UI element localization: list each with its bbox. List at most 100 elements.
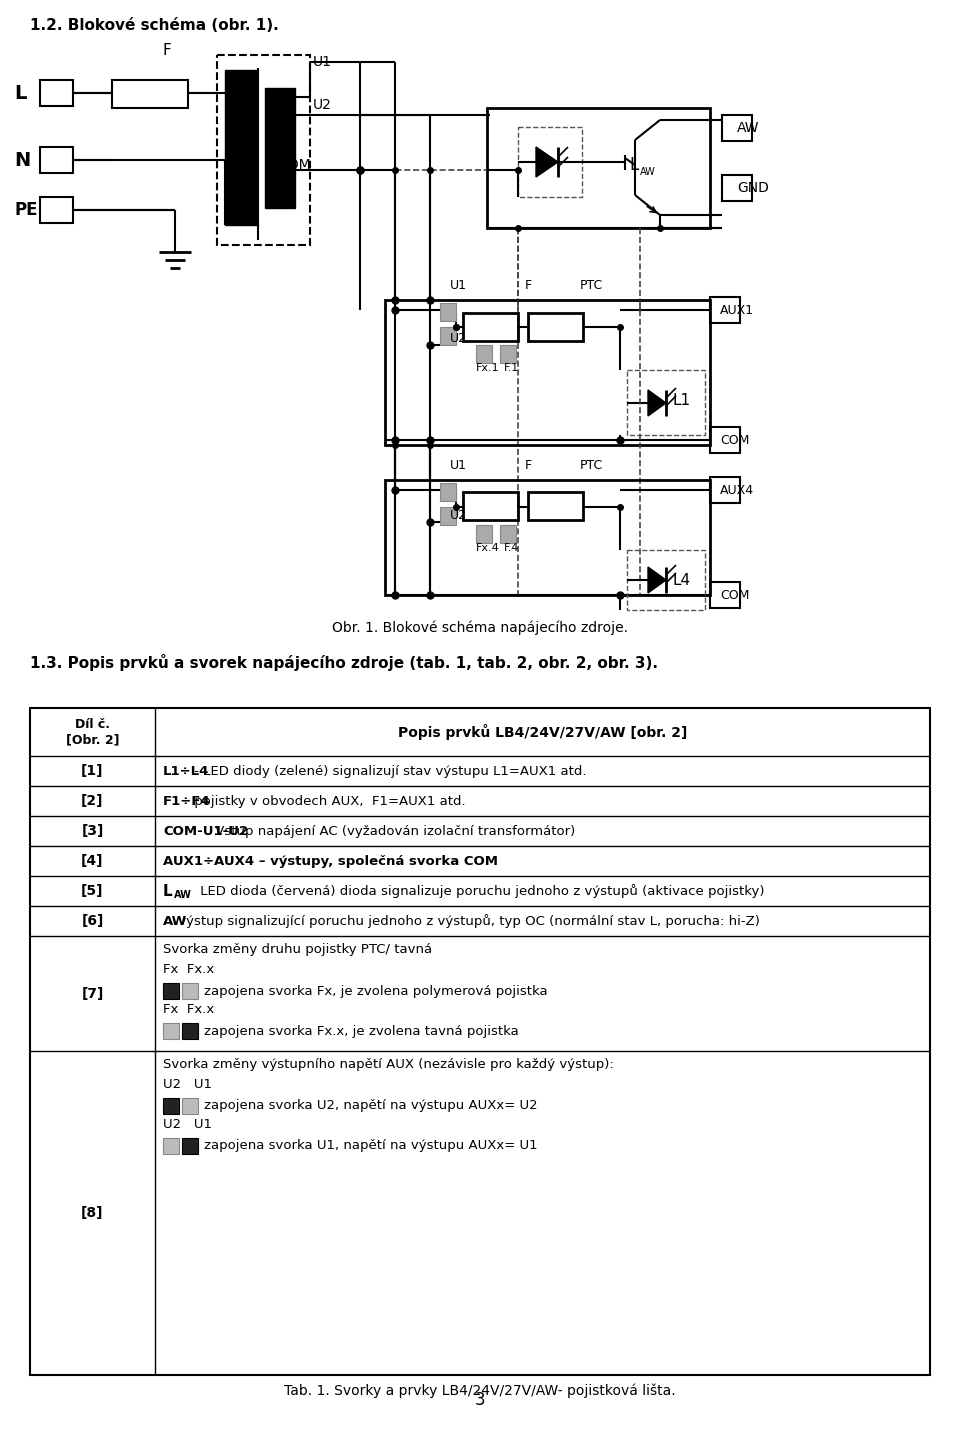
Polygon shape [648, 390, 666, 416]
Bar [463, 313, 518, 342]
Text: 3: 3 [474, 1390, 486, 1409]
Text: PTC: PTC [580, 459, 603, 472]
Bar [627, 370, 705, 434]
Text: Vstup napájení AC (vyžadován izolační transformátor): Vstup napájení AC (vyžadován izolační tr… [210, 825, 575, 837]
Text: F: F [525, 279, 532, 292]
Bar [518, 127, 582, 197]
Bar [487, 109, 710, 229]
Bar [440, 327, 456, 344]
Bar [500, 524, 516, 543]
Text: AW: AW [640, 167, 656, 177]
Text: [5]: [5] [82, 885, 104, 897]
Text: U2: U2 [450, 509, 467, 522]
Text: Tab. 1. Svorky a prvky LB4/24V/27V/AW- pojistková lišta.: Tab. 1. Svorky a prvky LB4/24V/27V/AW- p… [284, 1383, 676, 1398]
Bar [163, 1097, 179, 1115]
Text: AUX1: AUX1 [720, 303, 755, 316]
Bar [440, 483, 456, 502]
Text: L: L [14, 83, 26, 103]
Text: výstup signalizující poruchu jednoho z výstupů, typ OC (normální stav L, porucha: výstup signalizující poruchu jednoho z v… [174, 915, 759, 927]
Text: AW: AW [163, 915, 187, 927]
Bar [40, 80, 73, 106]
Text: AUX4: AUX4 [720, 483, 755, 496]
Text: PE: PE [14, 201, 37, 219]
Bar [710, 427, 740, 453]
Text: zapojena svorka Fx, je zvolena polymerová pojistka: zapojena svorka Fx, je zvolena polymerov… [204, 985, 547, 997]
Bar [163, 1023, 179, 1039]
Bar [163, 983, 179, 999]
Text: [4]: [4] [82, 855, 104, 867]
Bar [440, 507, 456, 524]
Text: L: L [163, 883, 173, 899]
Bar [182, 983, 198, 999]
Bar [182, 1023, 198, 1039]
Bar [500, 344, 516, 363]
Text: F.4: F.4 [504, 543, 519, 553]
Bar [40, 197, 73, 223]
Bar [722, 174, 752, 201]
Text: - LED diody (zelené) signalizují stav výstupu L1=AUX1 atd.: - LED diody (zelené) signalizují stav vý… [189, 765, 586, 777]
Text: [8]: [8] [82, 1206, 104, 1220]
Text: U2   U1: U2 U1 [163, 1077, 212, 1090]
Text: COM-U1-U2: COM-U1-U2 [163, 825, 248, 837]
Text: Fx.4: Fx.4 [476, 543, 500, 553]
Bar [182, 1097, 198, 1115]
Bar [112, 80, 188, 109]
Bar [385, 300, 710, 444]
Text: [1]: [1] [82, 765, 104, 777]
Text: Obr. 1. Blokové schéma napájecího zdroje.: Obr. 1. Blokové schéma napájecího zdroje… [332, 620, 628, 636]
Text: zapojena svorka U2, napětí na výstupu AUXx= U2: zapojena svorka U2, napětí na výstupu AU… [204, 1099, 538, 1113]
Bar [463, 492, 518, 520]
Bar [722, 114, 752, 141]
Bar [265, 89, 295, 209]
Text: Popis prvků LB4/24V/27V/AW [obr. 2]: Popis prvků LB4/24V/27V/AW [obr. 2] [397, 725, 687, 740]
Text: COM: COM [720, 433, 750, 446]
Bar [217, 54, 310, 244]
Text: U1: U1 [313, 54, 332, 69]
Text: [7]: [7] [82, 986, 104, 1000]
Bar [528, 492, 583, 520]
Text: PTC: PTC [580, 279, 603, 292]
Text: U2: U2 [450, 332, 467, 344]
Bar [528, 313, 583, 342]
Text: F1÷F4: F1÷F4 [163, 795, 210, 807]
Text: L4: L4 [672, 573, 690, 587]
Text: COM: COM [720, 589, 750, 602]
Bar [30, 707, 930, 1375]
Text: Fx.1: Fx.1 [476, 363, 499, 373]
Bar [163, 1137, 179, 1155]
Text: 1.3. Popis prvků a svorek napájecího zdroje (tab. 1, tab. 2, obr. 2, obr. 3).: 1.3. Popis prvků a svorek napájecího zdr… [30, 654, 658, 672]
Text: 1.2. Blokové schéma (obr. 1).: 1.2. Blokové schéma (obr. 1). [30, 19, 278, 33]
Text: Díl č.
[Obr. 2]: Díl č. [Obr. 2] [65, 717, 119, 746]
Text: F.1: F.1 [504, 363, 519, 373]
Bar [476, 524, 492, 543]
Text: AW: AW [737, 121, 759, 134]
Bar [710, 297, 740, 323]
Text: U1: U1 [450, 459, 467, 472]
Text: LED dioda (červená) dioda signalizuje poruchu jednoho z výstupů (aktivace pojist: LED dioda (červená) dioda signalizuje po… [196, 885, 764, 897]
Text: AW: AW [174, 890, 192, 900]
Text: Svorka změny druhu pojistky PTC/ tavná: Svorka změny druhu pojistky PTC/ tavná [163, 943, 432, 956]
Polygon shape [648, 567, 666, 593]
Text: Fx  Fx.x: Fx Fx.x [163, 1003, 214, 1016]
Bar [710, 477, 740, 503]
Text: zapojena svorka Fx.x, je zvolena tavná pojistka: zapojena svorka Fx.x, je zvolena tavná p… [204, 1025, 518, 1037]
Polygon shape [536, 147, 558, 177]
Text: U2: U2 [313, 99, 332, 111]
Text: L: L [629, 156, 638, 174]
Text: F: F [163, 43, 172, 57]
Text: N: N [14, 150, 31, 170]
Text: F: F [525, 459, 532, 472]
Text: L1÷L4: L1÷L4 [163, 765, 209, 777]
Text: zapojena svorka U1, napětí na výstupu AUXx= U1: zapojena svorka U1, napětí na výstupu AU… [204, 1139, 538, 1153]
Text: GND: GND [737, 181, 769, 194]
Bar [40, 147, 73, 173]
Text: pojistky v obvodech AUX,  F1=AUX1 atd.: pojistky v obvodech AUX, F1=AUX1 atd. [189, 795, 466, 807]
Text: [3]: [3] [82, 825, 104, 837]
Text: Svorka změny výstupního napětí AUX (nezávisle pro každý výstup):: Svorka změny výstupního napětí AUX (nezá… [163, 1057, 613, 1070]
Bar [627, 550, 705, 610]
Text: U2   U1: U2 U1 [163, 1117, 212, 1130]
Bar [440, 303, 456, 322]
Text: U1: U1 [450, 279, 467, 292]
Bar [182, 1137, 198, 1155]
Text: L1: L1 [672, 393, 690, 407]
